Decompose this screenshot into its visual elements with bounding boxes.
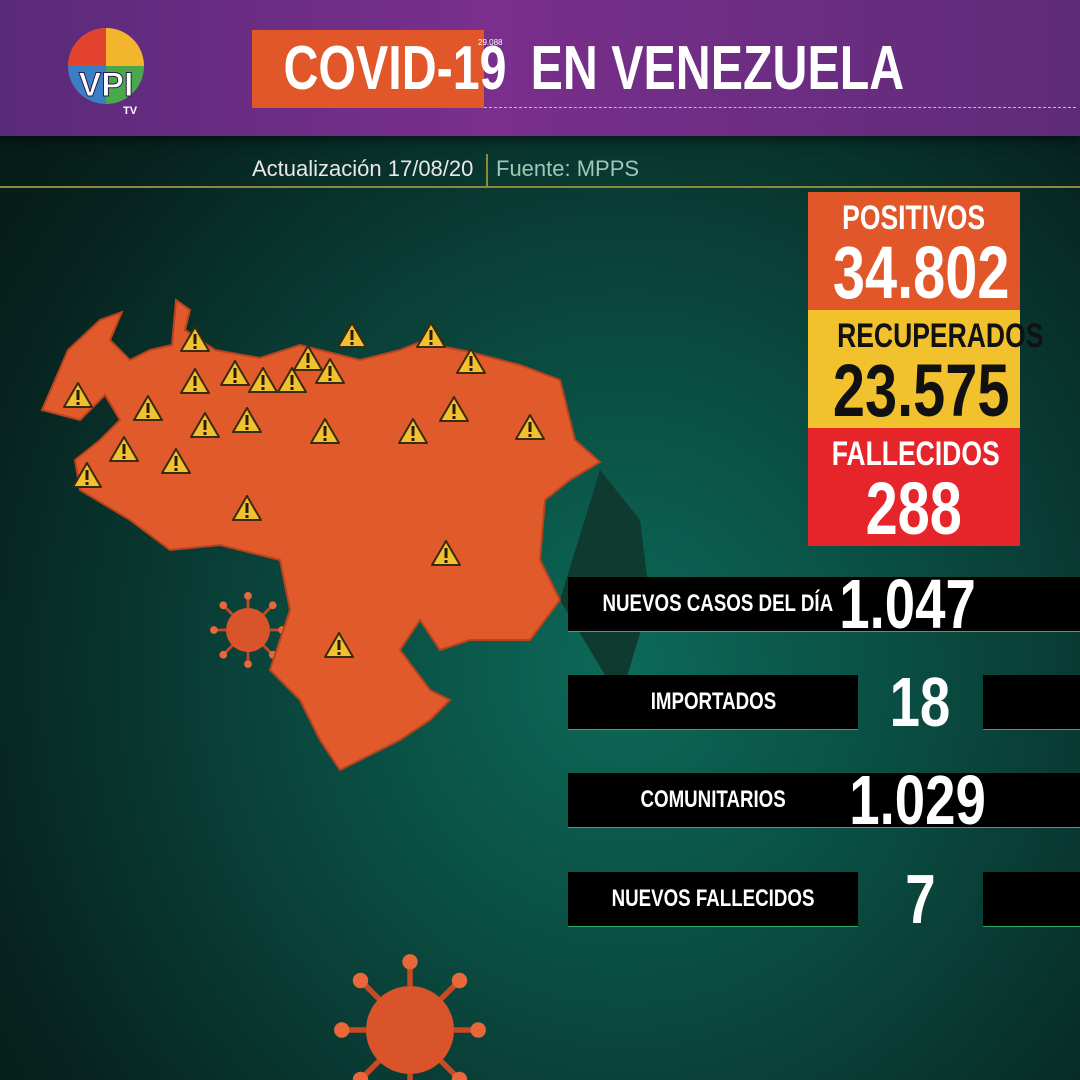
row-bar — [568, 872, 858, 927]
total-positive: POSITIVOS 34.802 — [808, 192, 1020, 310]
title-rest-text: EN VENEZUELA — [530, 34, 905, 103]
daily-row: NUEVOS FALLECIDOS 7 — [568, 864, 1080, 934]
title-highlight-text: COVID-19 — [283, 34, 507, 103]
total-value: 23.575 — [832, 349, 1010, 432]
total-label: FALLECIDOS — [831, 435, 1000, 473]
row-label: NUEVOS CASOS DEL DÍA — [602, 590, 834, 617]
row-bar — [568, 577, 1080, 632]
small-note: 29.088 — [478, 38, 503, 47]
row-label: COMUNITARIOS — [640, 786, 786, 813]
daily-row: COMUNITARIOS 1.029 — [568, 765, 1080, 835]
logo-subtext: TV — [123, 105, 138, 117]
row-value: 1.029 — [849, 761, 987, 839]
row-label: NUEVOS FALLECIDOS — [611, 885, 815, 912]
source: Fuente: MPPS — [496, 156, 640, 181]
separator — [486, 154, 488, 186]
daily-row: NUEVOS CASOS DEL DÍA 1.047 — [568, 569, 1080, 639]
alert-icon — [337, 322, 367, 348]
row-label: IMPORTADOS — [650, 688, 776, 715]
daily-row: IMPORTADOS 18 — [568, 667, 1080, 737]
row-bar — [568, 675, 858, 730]
header — [0, 0, 1080, 136]
row-value: 18 — [889, 663, 951, 741]
virus-image — [334, 954, 486, 1080]
row-value: 7 — [904, 860, 936, 938]
row-bar — [983, 675, 1080, 730]
total-deaths: FALLECIDOS 288 — [808, 428, 1020, 546]
title-rest: EN VENEZUELA — [478, 30, 904, 108]
total-value: 288 — [865, 467, 963, 550]
total-value: 34.802 — [832, 231, 1010, 314]
row-bar — [568, 773, 1080, 828]
total-label: RECUPERADOS — [837, 317, 1044, 355]
logo-text: VPI — [79, 66, 134, 104]
total-label: POSITIVOS — [842, 199, 986, 237]
header-divider — [484, 107, 1076, 108]
logo: VPI TV — [68, 28, 144, 117]
row-bar — [983, 872, 1080, 927]
subheader — [0, 150, 1080, 188]
title-highlight: COVID-19 — [252, 30, 507, 108]
update-date: Actualización 17/08/20 — [252, 156, 474, 181]
total-recovered: RECUPERADOS 23.575 — [808, 310, 1043, 432]
row-value: 1.047 — [839, 565, 977, 643]
alert-icon — [416, 322, 446, 348]
